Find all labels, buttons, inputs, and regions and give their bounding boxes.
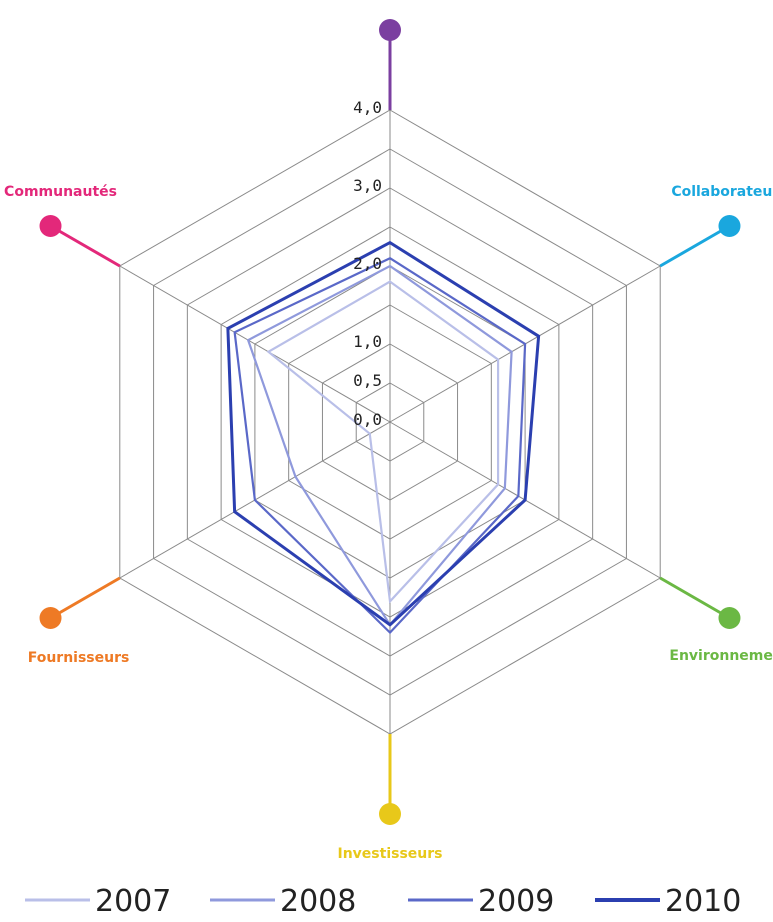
series-2009 [233, 256, 527, 635]
axis-connector-communautés [49, 224, 121, 268]
series-2008 [246, 264, 513, 627]
series-2010 [226, 240, 541, 627]
tick-label: 4,0 [353, 98, 382, 117]
axis-layer: ClientsCollaborateursEnvironnementInvest… [4, 19, 773, 862]
axis-dot-communautés [39, 215, 62, 237]
axis-label: Communautés [4, 184, 117, 200]
tick-layer: 0,0 0,5 1,0 2,0 3,0 4,0 [353, 98, 382, 429]
axis-connector-fournisseurs [49, 576, 121, 620]
legend-label-2007: 2007 [95, 884, 171, 919]
legend-label-2010: 2010 [665, 884, 741, 919]
axis-label: Fournisseurs [28, 650, 130, 666]
grid-layer [119, 109, 661, 735]
series-2007 [266, 280, 500, 604]
grid-spoke [119, 265, 391, 423]
tick-label: 1,0 [353, 332, 382, 351]
tick-label: 3,0 [353, 176, 382, 195]
axis-label: Collaborateurs [671, 184, 773, 200]
axis-dot-environnement [718, 607, 741, 629]
axis-dot-collaborateurs [718, 215, 741, 237]
axis-connector-environnement [659, 576, 731, 620]
axis-dot-clients [379, 19, 401, 41]
legend: 2007 2008 2009 2010 [25, 884, 741, 919]
legend-label-2008: 2008 [280, 884, 356, 919]
tick-label: 0,0 [353, 410, 382, 429]
axis-label: Investisseurs [338, 846, 443, 862]
axis-connector-collaborateurs [659, 224, 731, 268]
axis-label: Environnement [669, 648, 773, 664]
tick-label: 2,0 [353, 254, 382, 273]
axis-dot-fournisseurs [39, 607, 62, 629]
legend-label-2009: 2009 [478, 884, 554, 919]
axis-dot-investisseurs [379, 803, 401, 825]
tick-label: 0,5 [353, 371, 382, 390]
series-layer [226, 240, 541, 635]
